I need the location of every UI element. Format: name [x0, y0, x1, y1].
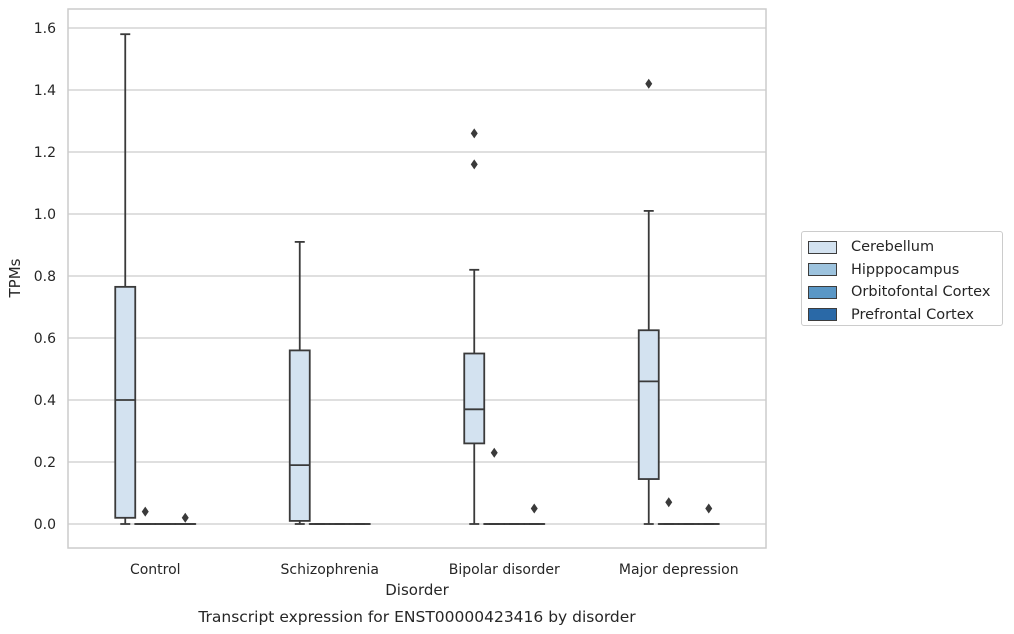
chart-title: Transcript expression for ENST0000042341… — [197, 608, 636, 626]
x-tick-labels: Control Schizophrenia Bipolar disorder Majo… — [130, 562, 739, 578]
box-0-0 — [114, 33, 137, 525]
y-tick-label: 0.0 — [34, 517, 56, 533]
legend-label: Prefrontal Cortex — [851, 306, 974, 323]
box-3-0 — [637, 78, 660, 525]
legend-label: Cerebellum — [851, 239, 935, 256]
outlier-point — [181, 512, 189, 523]
box-2-0 — [463, 128, 486, 525]
outlier-point — [645, 78, 653, 89]
box-body — [463, 352, 486, 445]
box-body — [114, 285, 137, 519]
y-tick-label: 0.6 — [34, 331, 56, 347]
box-0-3 — [174, 512, 197, 525]
legend-item-hippocampus: Hipppocampus — [808, 259, 1002, 282]
x-tick-label: Control — [130, 562, 181, 578]
outlier-point — [141, 506, 149, 517]
legend-label: Hipppocampus — [851, 261, 960, 278]
outlier-point — [705, 503, 713, 514]
y-axis-label: TPMs — [6, 258, 24, 298]
y-tick-label: 0.2 — [34, 455, 56, 471]
y-tick-label: 1.2 — [34, 145, 56, 161]
x-tick-label: Bipolar disorder — [449, 562, 560, 578]
outlier-point — [665, 497, 673, 508]
y-tick-labels: 0.0 0.2 0.4 0.6 0.8 1.0 1.2 1.4 1.6 — [34, 21, 56, 533]
legend-swatch-orbitofrontal-cortex — [808, 285, 837, 299]
x-tick-label: Major depression — [619, 562, 739, 578]
box-3-3 — [697, 503, 720, 525]
y-tick-label: 0.4 — [34, 393, 56, 409]
outlier-point — [530, 503, 538, 514]
box-3-1 — [657, 497, 680, 525]
box-2-3 — [523, 503, 546, 525]
boxes — [114, 33, 720, 525]
legend-swatch-hippocampus — [808, 263, 837, 277]
y-tick-label: 1.4 — [34, 83, 56, 99]
legend-item-orbitofrontal-cortex: Orbitofontal Cortex — [808, 281, 1002, 304]
legend: Cerebellum Hipppocampus Orbitofontal Cor… — [801, 231, 1003, 326]
y-tick-label: 1.6 — [34, 21, 56, 37]
legend-swatch-prefrontal-cortex — [808, 308, 837, 322]
box-1-0 — [288, 240, 311, 525]
box-body — [288, 349, 311, 522]
y-tick-label: 1.0 — [34, 207, 56, 223]
box-body — [637, 329, 660, 480]
legend-item-prefrontal-cortex: Prefrontal Cortex — [808, 304, 1002, 327]
legend-label: Orbitofontal Cortex — [851, 284, 991, 301]
outlier-point — [490, 447, 498, 458]
outlier-point — [470, 128, 478, 139]
legend-swatch-cerebellum — [808, 240, 837, 254]
legend-item-cerebellum: Cerebellum — [808, 236, 1002, 259]
x-tick-label: Schizophrenia — [281, 562, 379, 578]
x-axis-label: Disorder — [385, 581, 449, 599]
y-tick-label: 0.8 — [34, 269, 56, 285]
outlier-point — [470, 159, 478, 170]
